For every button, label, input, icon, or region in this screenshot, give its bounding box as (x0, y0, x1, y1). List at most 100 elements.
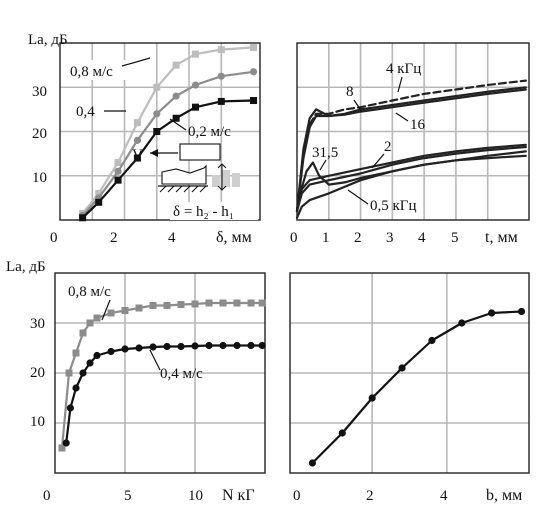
x-tick-label: 0 (43, 488, 51, 504)
data-point (258, 341, 266, 350)
data-point (133, 136, 142, 144)
x-tick-label: 2 (366, 488, 374, 504)
panel-3-frame (54, 272, 266, 474)
panel-3-series (58, 299, 266, 452)
asperity (232, 173, 240, 187)
data-point (458, 319, 466, 327)
y-tick-label: 10 (32, 170, 47, 186)
series-line (81, 70, 255, 217)
data-point (86, 359, 94, 367)
data-point (338, 429, 346, 437)
leader-line (169, 118, 187, 131)
data-point (149, 343, 157, 351)
x-tick-label: 0 (293, 488, 301, 504)
data-point (247, 341, 255, 350)
data-point (258, 299, 266, 307)
panel-4-series (308, 307, 526, 467)
data-point (95, 198, 103, 206)
velocity-label: V (132, 147, 143, 163)
leader-line (101, 299, 111, 321)
x-tick-label: 2 (110, 230, 118, 246)
data-point (308, 459, 317, 467)
data-point (233, 341, 241, 350)
data-point (133, 154, 141, 162)
slider-block (179, 143, 221, 161)
series-line (65, 344, 264, 445)
label-8: 8 (346, 84, 354, 100)
data-point (219, 299, 227, 307)
leader-line (319, 159, 327, 171)
hatch-marks (159, 185, 207, 193)
label-0-5-khz: 0,5 кГц (370, 198, 417, 214)
y-tick-label: 20 (32, 126, 47, 142)
panel-3-xlabel: N кГ (222, 487, 255, 504)
label-0-2-ms: 0,2 м/с (188, 124, 231, 140)
leader-line (121, 57, 151, 67)
x-tick-label: 0 (50, 230, 58, 246)
panel-1-yticks: 10 20 30 (32, 84, 47, 186)
x-tick-label: 1 (322, 230, 330, 246)
series-line (295, 88, 527, 213)
data-point (93, 351, 101, 360)
data-point (217, 97, 225, 105)
data-point (191, 81, 200, 89)
data-point (191, 300, 199, 308)
data-point (217, 72, 225, 80)
label-31-5: 31,5 (312, 145, 338, 161)
data-point (121, 345, 129, 353)
label-0-8-ms: 0,8 м/с (68, 284, 111, 300)
leader-line (347, 189, 369, 205)
x-tick-label: 10 (188, 488, 203, 504)
data-point (79, 214, 87, 222)
data-point (107, 347, 115, 356)
data-point (153, 83, 161, 91)
x-tick-label: 2 (354, 230, 362, 246)
data-point (177, 301, 185, 308)
x-tick-label: 4 (418, 230, 426, 246)
data-point (488, 309, 496, 317)
data-point (163, 302, 171, 309)
data-point (149, 302, 157, 309)
arrow-head-icon (217, 163, 227, 169)
data-point (133, 119, 141, 127)
data-point (172, 114, 180, 122)
label-2: 2 (384, 139, 392, 155)
data-point (107, 309, 115, 317)
panel-3: La, дБ 10 20 30 0 5 10 N кГ 0,8 м/с 0,4 … (6, 259, 266, 504)
arrow-head-icon (150, 149, 158, 157)
data-point (217, 46, 225, 54)
label-0-4: 0,4 (76, 104, 95, 120)
data-point (93, 314, 101, 322)
inset-sketch: V δ = h₂ - h₁ (132, 143, 258, 220)
panel-4-grid (290, 273, 529, 473)
data-point (72, 384, 80, 392)
x-tick-label: 5 (451, 230, 459, 246)
label-bg (68, 60, 132, 80)
panel-4-xticks: 0 2 4 (293, 488, 448, 504)
series-line (311, 310, 523, 465)
series-line (295, 143, 527, 213)
data-point (233, 299, 241, 307)
leader-line (395, 112, 409, 122)
x-tick-label: 5 (124, 488, 132, 504)
data-point (86, 319, 94, 327)
data-point (428, 336, 436, 345)
panel-1-series (78, 43, 258, 222)
panel-1-xlabel: δ, мм (216, 229, 252, 246)
data-point (65, 369, 73, 377)
data-point (153, 110, 161, 118)
data-point (247, 299, 255, 307)
series-line (295, 145, 527, 213)
y-tick-label: 30 (32, 84, 47, 100)
data-point (172, 92, 180, 100)
data-point (517, 307, 526, 316)
data-point (163, 342, 171, 351)
data-point (153, 128, 161, 135)
data-point (172, 61, 180, 69)
x-tick-label: 4 (440, 488, 448, 504)
label-16: 16 (410, 117, 426, 133)
panel-1-xticks: 0 2 4 (50, 230, 176, 246)
label-0-8-ms: 0,8 м/с (70, 64, 113, 80)
x-tick-label: 3 (386, 230, 394, 246)
label-4-khz: 4 кГц (386, 61, 421, 77)
